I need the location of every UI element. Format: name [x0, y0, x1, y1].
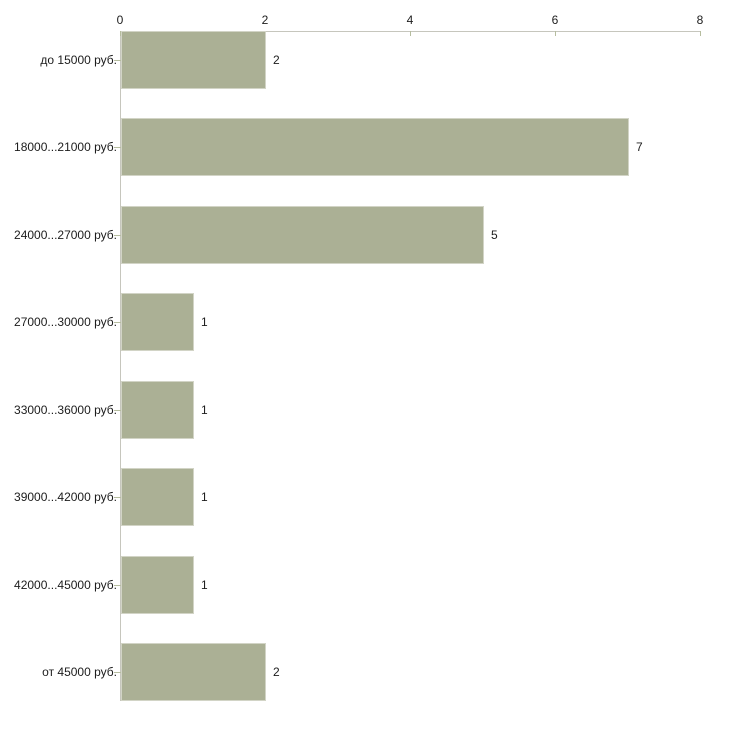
- value-label: 1: [201, 578, 208, 592]
- y-tick-mark: [114, 585, 121, 586]
- category-label: 39000...42000 руб.: [14, 490, 117, 504]
- x-tick-mark: [555, 31, 556, 36]
- category-label: от 45000 руб.: [42, 665, 117, 679]
- category-label: до 15000 руб.: [40, 53, 117, 67]
- x-tick-mark: [700, 31, 701, 36]
- x-tick-mark: [410, 31, 411, 36]
- y-axis-line: [120, 31, 121, 701]
- y-tick-mark: [114, 410, 121, 411]
- bar: [121, 468, 194, 526]
- value-label: 5: [491, 228, 498, 242]
- x-tick-label: 8: [696, 13, 704, 27]
- bar: [121, 31, 266, 89]
- bar: [121, 643, 266, 701]
- value-label: 1: [201, 403, 208, 417]
- bar: [121, 556, 194, 614]
- y-tick-mark: [114, 322, 121, 323]
- bar: [121, 118, 629, 176]
- bar: [121, 293, 194, 351]
- value-label: 1: [201, 490, 208, 504]
- value-label: 1: [201, 315, 208, 329]
- y-tick-mark: [114, 672, 121, 673]
- y-tick-mark: [114, 235, 121, 236]
- category-label: 24000...27000 руб.: [14, 228, 117, 242]
- y-tick-mark: [114, 147, 121, 148]
- category-label: 42000...45000 руб.: [14, 578, 117, 592]
- category-label: 27000...30000 руб.: [14, 315, 117, 329]
- x-tick-label: 6: [551, 13, 559, 27]
- x-tick-mark: [120, 31, 121, 36]
- x-tick-label: 4: [406, 13, 414, 27]
- x-tick-label: 2: [261, 13, 269, 27]
- value-label: 2: [273, 53, 280, 67]
- value-label: 7: [636, 140, 643, 154]
- x-tick-label: 0: [116, 13, 124, 27]
- y-tick-mark: [114, 60, 121, 61]
- bar: [121, 206, 484, 264]
- y-tick-mark: [114, 497, 121, 498]
- bar: [121, 381, 194, 439]
- value-label: 2: [273, 665, 280, 679]
- category-label: 18000...21000 руб.: [14, 140, 117, 154]
- category-label: 33000...36000 руб.: [14, 403, 117, 417]
